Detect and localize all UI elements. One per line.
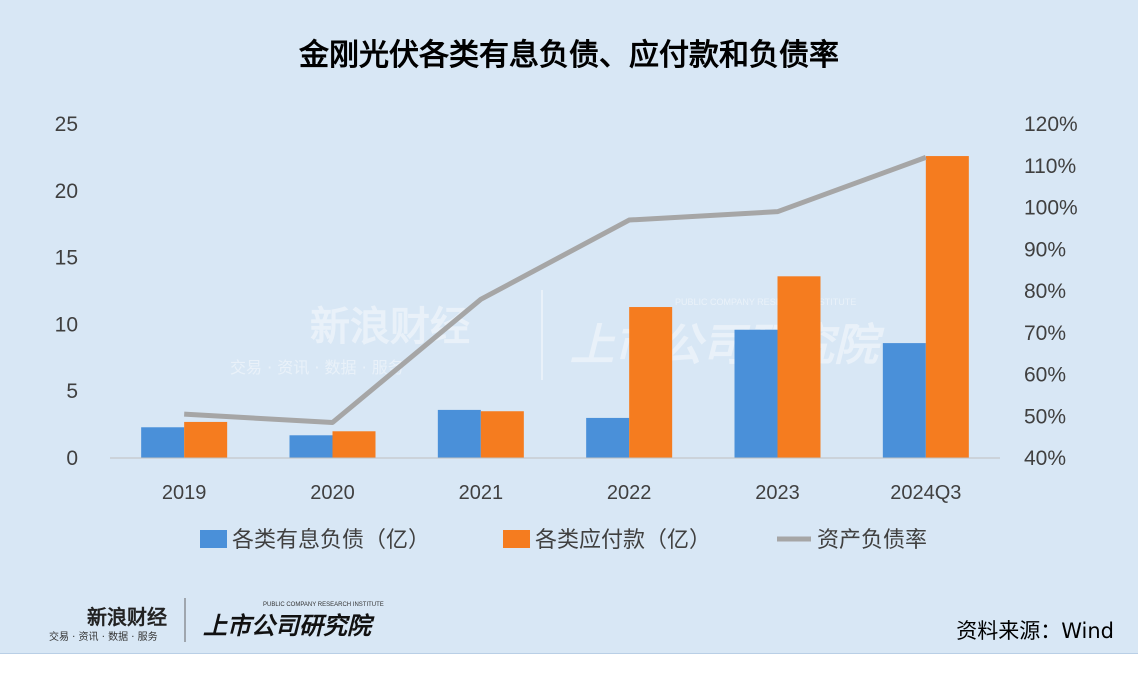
footer-institute-sub: PUBLIC COMPANY RESEARCH INSTITUTE [263, 602, 384, 608]
bar-interest-debt [882, 343, 926, 458]
left-tick-label: 10 [55, 313, 78, 336]
legend-item-payables: 各类应付款（亿） [503, 528, 711, 553]
bar-interest-debt [141, 427, 185, 458]
x-tick-label: 2024Q3 [890, 482, 961, 504]
bar-interest-debt [289, 435, 333, 458]
left-tick-label: 15 [55, 247, 78, 270]
chart-title: 金刚光伏各类有息负债、应付款和负债率 [299, 38, 839, 73]
right-tick-label: 90% [1024, 238, 1066, 261]
bar-payables [184, 421, 228, 458]
left-axis-ticks: 0 5 10 15 20 25 [55, 113, 78, 470]
legend-swatch [503, 530, 530, 548]
right-tick-label: 100% [1024, 197, 1078, 220]
x-axis-ticks: 2019 2020 2021 2022 2023 2024Q3 [162, 482, 962, 504]
left-tick-label: 20 [55, 180, 78, 203]
right-tick-label: 120% [1024, 113, 1078, 136]
legend-item-interest-debt: 各类有息负债（亿） [200, 528, 430, 553]
right-tick-label: 40% [1024, 447, 1066, 470]
footer-institute: 上市公司研究院 [203, 612, 375, 640]
bar-interest-debt [437, 409, 481, 458]
legend-label: 各类应付款（亿） [535, 528, 711, 553]
legend-swatch [200, 530, 227, 548]
x-tick-label: 2020 [310, 482, 355, 504]
bar-interest-debt [734, 329, 778, 458]
bar-payables [777, 276, 821, 458]
right-tick-label: 80% [1024, 280, 1066, 303]
legend: 各类有息负债（亿） 各类应付款（亿） 资产负债率 [200, 528, 927, 553]
left-tick-label: 0 [66, 447, 78, 470]
x-tick-label: 2022 [607, 482, 652, 504]
bar-payables [925, 156, 969, 458]
right-axis-ticks: 40% 50% 60% 70% 80% 90% 100% 110% 120% [1024, 113, 1078, 470]
bar-payables [332, 431, 376, 458]
legend-item-debt-ratio: 资产负债率 [777, 528, 927, 553]
x-tick-label: 2019 [162, 482, 207, 504]
left-tick-label: 25 [55, 113, 78, 136]
legend-label: 资产负债率 [817, 528, 927, 553]
bar-payables [480, 411, 524, 458]
right-tick-label: 70% [1024, 322, 1066, 345]
bar-payables [629, 307, 673, 458]
footer-logo: 新浪财经 交易 · 资讯 · 数据 · 服务 上市公司研究院 PUBLIC CO… [49, 598, 384, 643]
bar-interest-debt [586, 417, 630, 458]
right-tick-label: 60% [1024, 364, 1066, 387]
series-line-debt-ratio [184, 155, 927, 426]
source-note: 资料来源：Wind [956, 619, 1114, 643]
legend-label: 各类有息负债（亿） [232, 528, 430, 553]
right-tick-label: 50% [1024, 405, 1066, 428]
x-tick-label: 2023 [755, 482, 800, 504]
footer-brand: 新浪财经 [87, 605, 167, 629]
bars [141, 156, 969, 458]
right-tick-label: 110% [1024, 155, 1076, 178]
left-tick-label: 5 [66, 380, 78, 403]
footer-brand-sub: 交易 · 资讯 · 数据 · 服务 [49, 630, 158, 643]
x-tick-label: 2021 [459, 482, 504, 504]
